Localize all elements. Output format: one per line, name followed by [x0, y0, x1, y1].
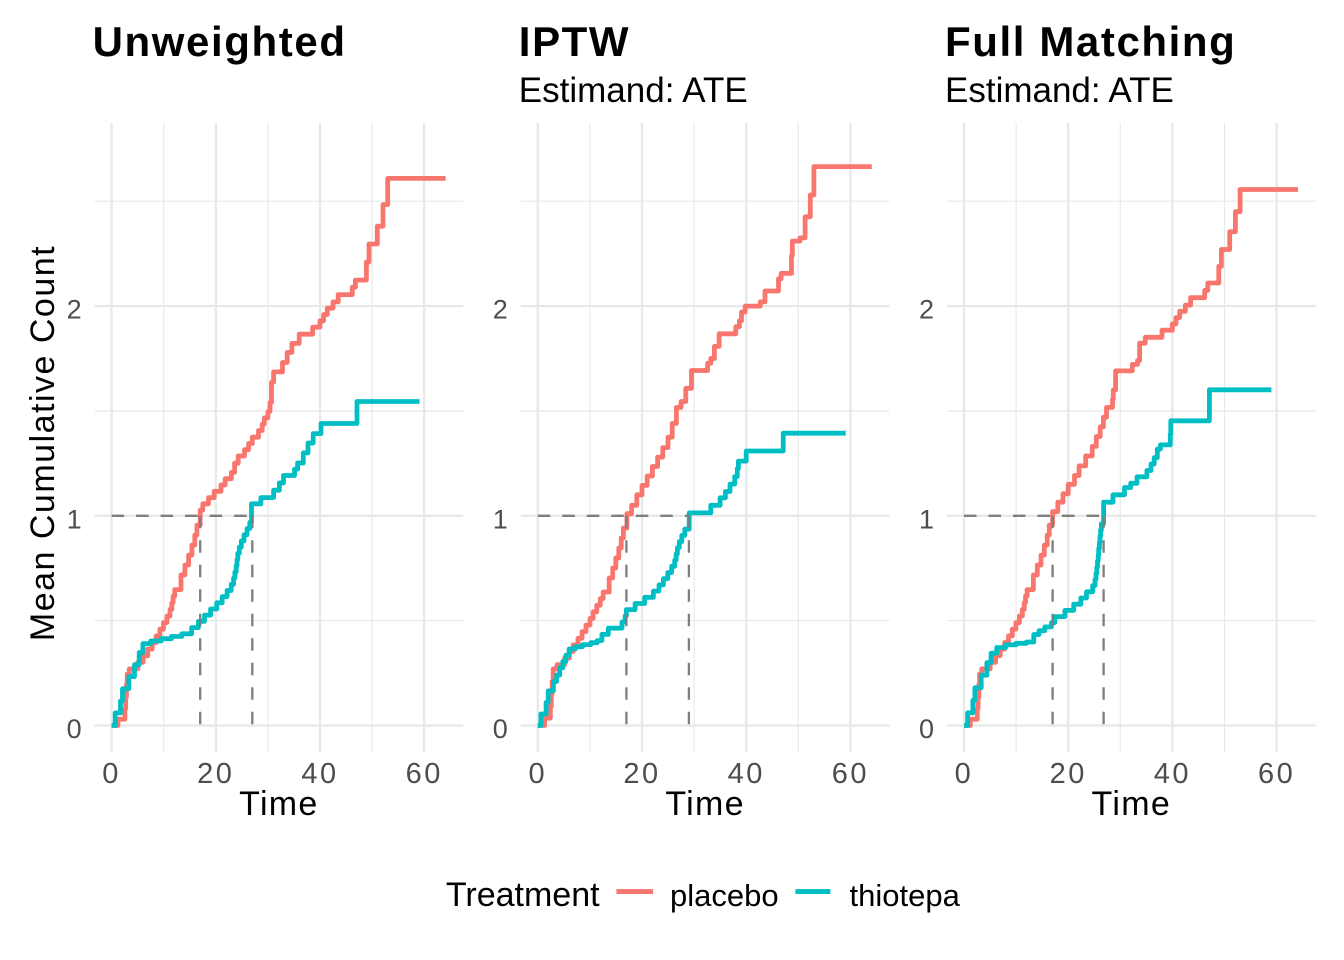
svg-text:20: 20	[197, 758, 234, 790]
svg-text:40: 40	[301, 758, 338, 790]
svg-text:0: 0	[528, 758, 547, 790]
svg-text:placebo: placebo	[670, 878, 779, 913]
svg-text:Time: Time	[665, 785, 745, 823]
svg-text:2: 2	[919, 295, 934, 325]
svg-text:IPTW: IPTW	[519, 18, 630, 65]
svg-text:40: 40	[1154, 758, 1191, 790]
svg-text:Mean Cumulative Count: Mean Cumulative Count	[24, 245, 62, 641]
svg-text:60: 60	[1258, 758, 1295, 790]
svg-text:0: 0	[919, 714, 934, 744]
svg-text:Time: Time	[1092, 785, 1172, 823]
svg-text:40: 40	[728, 758, 765, 790]
svg-text:20: 20	[1050, 758, 1087, 790]
svg-text:20: 20	[623, 758, 660, 790]
svg-text:Estimand: ATE: Estimand: ATE	[945, 71, 1174, 110]
svg-text:thiotepa: thiotepa	[850, 878, 961, 913]
svg-text:60: 60	[832, 758, 869, 790]
svg-text:1: 1	[493, 504, 508, 534]
svg-text:Time: Time	[239, 785, 319, 823]
svg-text:60: 60	[406, 758, 443, 790]
svg-text:2: 2	[67, 295, 82, 325]
svg-text:1: 1	[919, 504, 934, 534]
svg-text:Estimand: ATE: Estimand: ATE	[519, 71, 748, 110]
svg-text:Full Matching: Full Matching	[945, 18, 1236, 65]
svg-text:1: 1	[67, 504, 82, 534]
svg-text:0: 0	[102, 758, 121, 790]
svg-text:0: 0	[955, 758, 974, 790]
svg-text:0: 0	[493, 714, 508, 744]
svg-text:0: 0	[67, 714, 82, 744]
svg-text:Treatment: Treatment	[446, 876, 600, 914]
svg-text:Unweighted: Unweighted	[93, 18, 347, 65]
svg-text:2: 2	[493, 295, 508, 325]
